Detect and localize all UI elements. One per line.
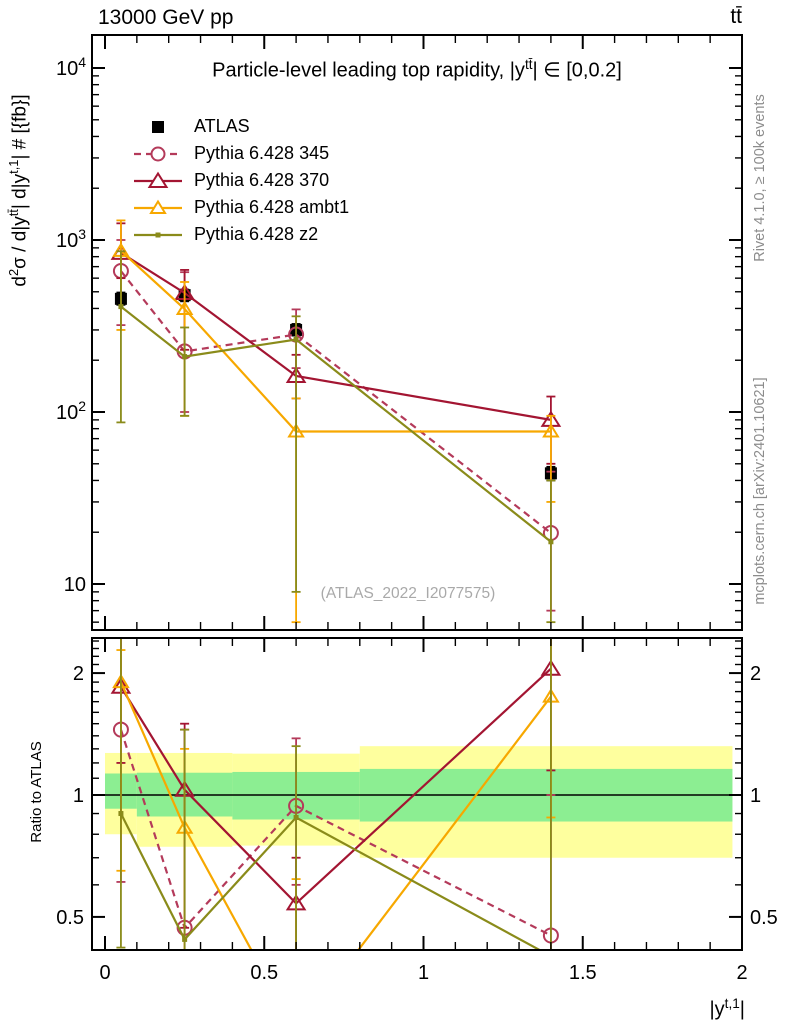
main-y-tick-label: 104 <box>56 54 86 80</box>
data-point-marker <box>182 936 188 942</box>
x-tick-label: 0 <box>99 962 110 984</box>
x-tick-label: 0.5 <box>250 962 278 984</box>
rivet-version-text: Rivet 4.1.0, ≥ 100k events <box>752 94 768 262</box>
data-point-marker <box>542 423 560 438</box>
legend-marker-triangle-open <box>134 171 182 188</box>
ratio-y-tick-label-right: 2 <box>750 663 761 685</box>
ratio-uncertainty-bands <box>105 746 733 858</box>
data-point-marker <box>118 304 124 310</box>
legend-label: Pythia 6.428 ambt1 <box>194 197 350 217</box>
legend-marker-circle-open <box>134 146 182 161</box>
main-y-tick-label: 10 <box>64 574 86 596</box>
legend-marker-dot <box>134 232 182 237</box>
legend-label: Pythia 6.428 370 <box>194 170 330 190</box>
legend: ATLAS Pythia 6.428 345 Pythia 6.428 370 Pyt… <box>132 113 349 248</box>
ratio-y-axis-label: Ratio to ATLAS <box>28 741 45 843</box>
legend-marker-triangle-open-small <box>134 199 182 214</box>
ratio-y-tick-label-left: 1 <box>73 785 84 807</box>
data-point-marker <box>548 954 553 959</box>
legend-item-atlas: ATLAS <box>132 113 349 140</box>
legend-item-pythia-6-428-370: Pythia 6.428 370 <box>132 167 349 194</box>
main-y-tick-label: 103 <box>56 226 86 252</box>
legend-item-pythia-6-428-345: Pythia 6.428 345 <box>132 140 349 167</box>
x-tick-label: 1.5 <box>569 962 597 984</box>
ratio-y-tick-label-left: 0.5 <box>56 907 84 929</box>
data-point-marker <box>293 814 299 820</box>
x-axis-label: |yt,1| <box>709 996 745 1021</box>
legend-item-pythia-6-428-z2: Pythia 6.428 z2 <box>132 221 349 248</box>
x-tick-label: 2 <box>736 962 747 984</box>
legend-marker-square-filled <box>152 120 164 133</box>
ratio-y-tick-label-left: 2 <box>73 663 84 685</box>
plot-title: Particle-level leading top rapidity, |yt… <box>212 57 622 82</box>
data-point-marker <box>293 336 299 342</box>
legend-label: ATLAS <box>194 116 250 136</box>
main-y-tick-label: 102 <box>56 398 86 424</box>
axis-ticks <box>92 35 743 950</box>
data-point-marker <box>548 539 554 545</box>
analysis-id-watermark: (ATLAS_2022_I2077575) <box>320 585 496 602</box>
beam-energy-label: 13000 GeV pp <box>98 6 234 29</box>
ratio-y-tick-label-right: 1 <box>750 785 761 807</box>
series-atlas <box>114 288 557 482</box>
main-panel-series <box>110 219 562 624</box>
mcplots-reference-text: mcplots.cern.ch [arXiv:2401.10621] <box>752 377 768 605</box>
legend-item-pythia-6-428-ambt1: Pythia 6.428 ambt1 <box>132 194 349 221</box>
main-panel-frame <box>91 34 743 631</box>
data-point-marker <box>118 811 124 817</box>
data-point-marker <box>175 300 194 316</box>
ratio-y-tick-label-right: 0.5 <box>750 907 778 929</box>
data-point-marker <box>182 354 188 360</box>
main-y-axis-label: d2σ / d|ytt̄| d|yt,1| # [{fb}] <box>6 94 31 287</box>
tick-labels: 10 102 103 104 2 2 1 1 0.5 0.5 0 0.5 1 1.5 2 <box>56 54 778 984</box>
legend-label: Pythia 6.428 345 <box>194 143 330 163</box>
process-label: tt̄ <box>730 5 742 28</box>
series-pythia-6-428-ambt1 <box>112 219 560 624</box>
series-pythia-6-428-z2 <box>116 250 556 624</box>
legend-label: Pythia 6.428 z2 <box>194 224 319 244</box>
series-pythia-6-428-370 <box>110 222 562 465</box>
x-tick-label: 1 <box>418 962 429 984</box>
